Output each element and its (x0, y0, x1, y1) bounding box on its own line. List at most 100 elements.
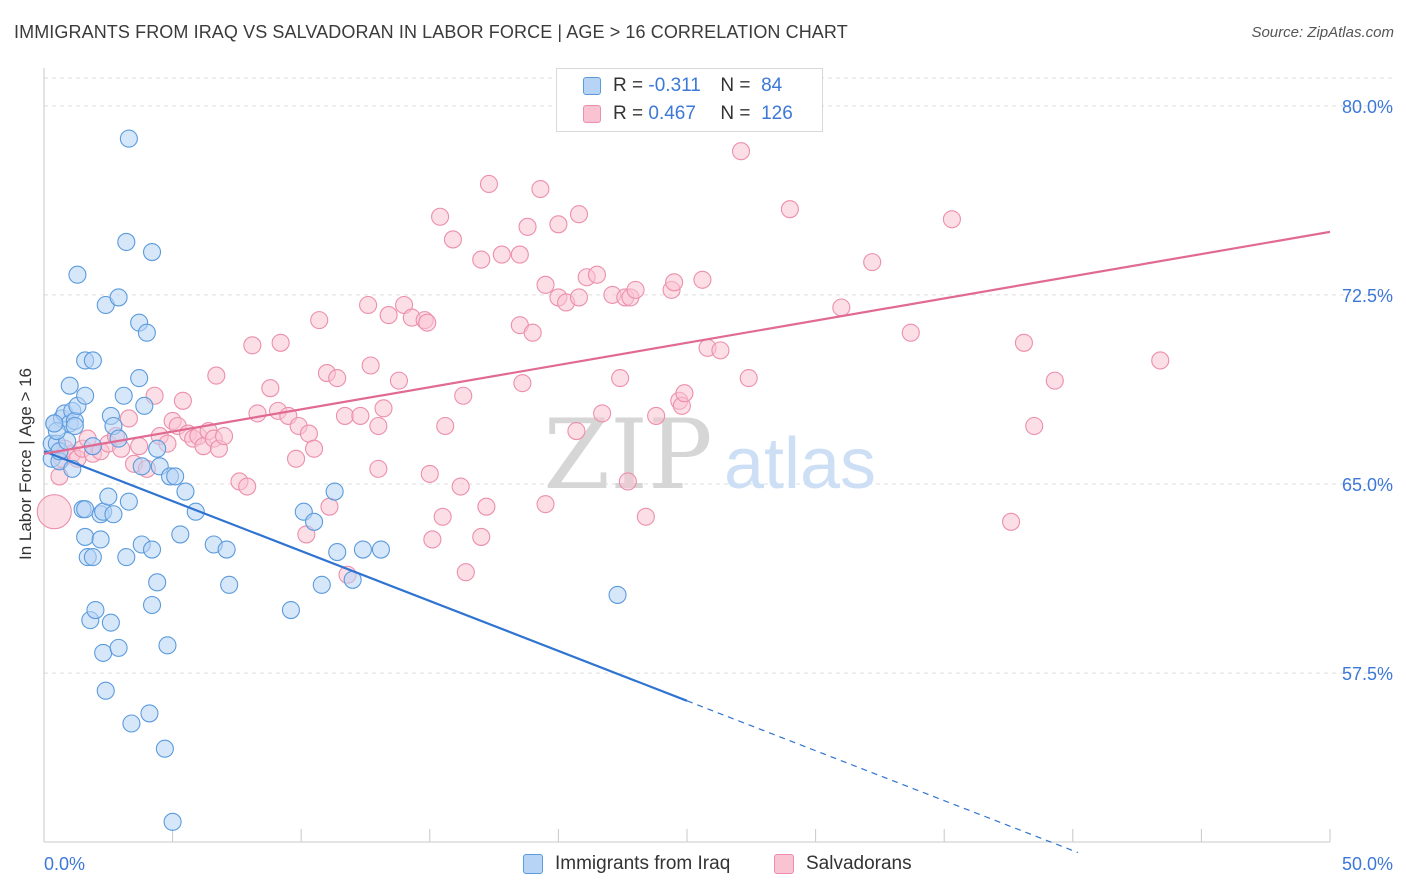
salvadoran-n-value: 126 (761, 103, 793, 124)
iraq-point (325, 482, 344, 501)
source-label: Source: ZipAtlas.com (1251, 24, 1394, 41)
salvadoran-point (238, 477, 257, 496)
iraq-point (281, 601, 300, 620)
iraq-point (119, 129, 138, 148)
legend-label-salvadorans: Salvadorans (806, 853, 912, 874)
iraq-swatch (583, 77, 601, 95)
salvadoran-point (536, 495, 555, 514)
salvadoran-point (451, 477, 470, 496)
salvadoran-point (310, 311, 329, 330)
r-label: R = (613, 103, 644, 124)
iraq-point (109, 429, 128, 448)
watermark-atlas: atlas (724, 424, 876, 504)
iraq-point (76, 500, 95, 519)
salvadoran-point (431, 207, 450, 226)
salvadoran-point (454, 386, 473, 405)
salvadoran-point (731, 142, 751, 161)
y-axis-title: In Labor Force | Age > 16 (16, 367, 35, 560)
iraq-point (158, 636, 177, 655)
iraq-point (117, 232, 136, 252)
salvadoran-point (433, 507, 452, 526)
salvadoran-point (328, 369, 347, 388)
grid-lines (44, 77, 1392, 674)
salvadoran-point (479, 174, 499, 194)
salvadoran-point (711, 341, 730, 360)
y-tick-label: 65.0% (1342, 475, 1393, 495)
salvadoran-point (1045, 371, 1064, 390)
iraq-point (155, 739, 174, 758)
salvadoran-point (287, 449, 306, 468)
trend-lines (43, 230, 1331, 854)
salvadoran-point (567, 421, 586, 441)
salvadoran-point (420, 464, 439, 483)
iraq-point (608, 585, 627, 604)
salvadoran-point (780, 200, 799, 219)
iraq-point (83, 548, 102, 567)
salvadoran-point (942, 210, 961, 229)
salvadoran-point (523, 323, 542, 342)
legend-item-salvadorans[interactable]: Salvadorans (774, 851, 912, 877)
salvadoran-point (693, 270, 712, 289)
iraq-point (60, 376, 79, 395)
watermark: ZIP atlas (543, 399, 876, 511)
salvadoran-trend-line (43, 230, 1331, 455)
salvadoran-point (456, 563, 475, 582)
n-label: N = (720, 75, 751, 96)
iraq-point (142, 540, 162, 559)
salvadoran-point (587, 265, 607, 284)
iraq-point (109, 638, 128, 657)
salvadoran-point (492, 245, 511, 264)
correlation-legend: R = -0.311 N = 84 R = 0.467 N = 126 (556, 68, 823, 132)
salvadoran-point (436, 416, 455, 436)
r-label: R = (613, 75, 644, 96)
legend-item-iraq[interactable]: Immigrants from Iraq (523, 851, 730, 877)
n-label: N = (720, 103, 751, 124)
salvadoran-point (665, 273, 684, 292)
salvadoran-point (389, 371, 408, 390)
salvadoran-r-value: 0.467 (648, 103, 696, 124)
salvadoran-point (832, 298, 851, 317)
iraq-point (83, 351, 102, 370)
salvadoran-point (472, 250, 491, 269)
salvadoran-point (320, 497, 339, 516)
x-tick-label: 0.0% (44, 854, 85, 874)
iraq-point (217, 540, 236, 559)
y-tick-label: 72.5% (1342, 286, 1393, 306)
salvadoran-legend-swatch (774, 854, 794, 874)
iraq-point (132, 457, 151, 476)
salvadoran-point (518, 217, 537, 236)
salvadoran-point (173, 391, 192, 410)
iraq-point (148, 573, 167, 592)
salvadoran-point (243, 336, 262, 355)
iraq-point (130, 369, 149, 388)
iraq-point (91, 530, 110, 549)
salvadoran-point (472, 527, 491, 546)
salvadoran-point (418, 313, 437, 332)
iraq-point (117, 548, 136, 567)
tick-labels: 57.5% 65.0% 72.5% 80.0% 0.0% 50.0% (44, 97, 1393, 874)
salvadoran-point (1014, 333, 1033, 352)
legend-label-iraq: Immigrants from Iraq (555, 853, 731, 874)
salvadoran-point (647, 406, 666, 425)
salvadoran-point (901, 323, 920, 342)
iraq-point (65, 416, 84, 436)
salvadoran-point (335, 406, 354, 425)
salvadoran-swatch (583, 105, 601, 123)
iraq-point (104, 505, 123, 524)
salvadoran-point (549, 215, 568, 234)
iraq-point (171, 525, 190, 544)
salvadoran-point (369, 459, 388, 478)
iraq-trend-line (43, 450, 688, 702)
iraq-point (86, 601, 105, 620)
salvadoran-point (636, 507, 655, 526)
watermark-zip: ZIP (543, 399, 712, 511)
iraq-n-value: 84 (761, 75, 783, 96)
iraq-point (220, 575, 239, 594)
salvadoran-point (305, 439, 324, 458)
salvadoran-point (261, 379, 280, 398)
iraq-point (114, 386, 133, 405)
salvadoran-point (361, 356, 380, 375)
salvadoran-point (618, 472, 637, 491)
salvadoran-point (130, 437, 149, 456)
